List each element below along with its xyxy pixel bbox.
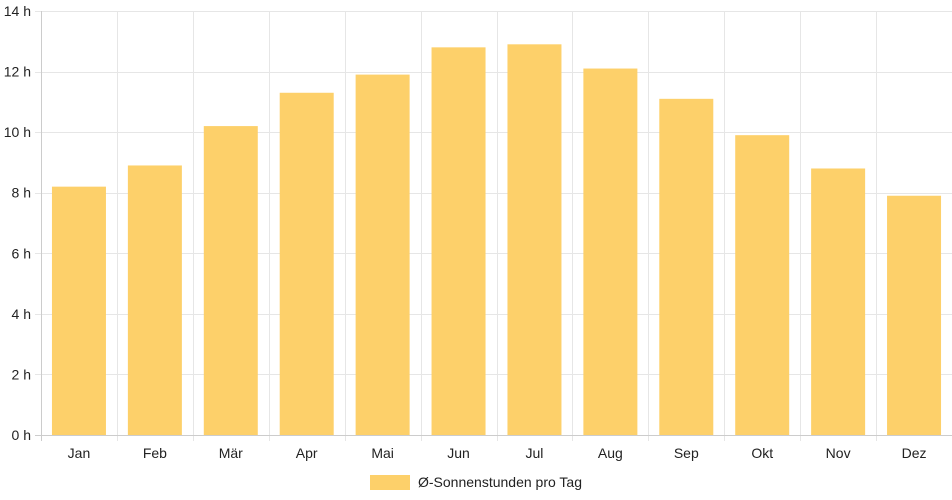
legend-swatch[interactable] — [370, 475, 410, 490]
x-tick-label: Jan — [68, 445, 91, 461]
grid — [35, 11, 952, 441]
bar-apr[interactable] — [279, 92, 334, 436]
x-tick-label: Nov — [826, 445, 851, 461]
legend-label[interactable]: Ø-Sonnenstunden pro Tag — [418, 474, 582, 490]
axes: 0 h 2 h 4 h 6 h 8 h 10 h 12 h 14 h Jan Feb Mär Apr M… — [4, 3, 952, 461]
bar-sep[interactable] — [659, 98, 714, 435]
x-tick-label: Jul — [526, 445, 544, 461]
x-tick-label: Mai — [371, 445, 394, 461]
x-tick-label: Mär — [219, 445, 243, 461]
bar-feb[interactable] — [127, 165, 182, 435]
bar-jan[interactable] — [51, 186, 106, 435]
x-tick-label: Sep — [674, 445, 699, 461]
x-tick-label: Feb — [143, 445, 167, 461]
legend[interactable]: Ø-Sonnenstunden pro Tag — [370, 474, 582, 490]
bar-jul[interactable] — [507, 44, 562, 436]
x-tick-label: Okt — [751, 445, 773, 461]
y-tick-label: 12 h — [4, 64, 31, 80]
bar-mai[interactable] — [355, 74, 410, 435]
x-tick-label: Apr — [296, 445, 318, 461]
y-tick-label: 8 h — [12, 185, 31, 201]
bars — [51, 44, 942, 436]
bar-mär[interactable] — [203, 126, 258, 435]
bar-aug[interactable] — [583, 68, 638, 436]
y-tick-label: 10 h — [4, 124, 31, 140]
bar-okt[interactable] — [735, 135, 790, 435]
y-tick-label: 6 h — [12, 245, 31, 261]
y-tick-label: 0 h — [12, 427, 31, 443]
y-tick-label: 2 h — [12, 366, 31, 382]
y-tick-label: 14 h — [4, 3, 31, 19]
bar-jun[interactable] — [431, 47, 486, 435]
bar-nov[interactable] — [811, 168, 866, 435]
x-tick-label: Jun — [447, 445, 470, 461]
x-tick-label: Aug — [598, 445, 623, 461]
y-tick-label: 4 h — [12, 306, 31, 322]
bar-dez[interactable] — [887, 195, 942, 435]
x-tick-label: Dez — [902, 445, 927, 461]
